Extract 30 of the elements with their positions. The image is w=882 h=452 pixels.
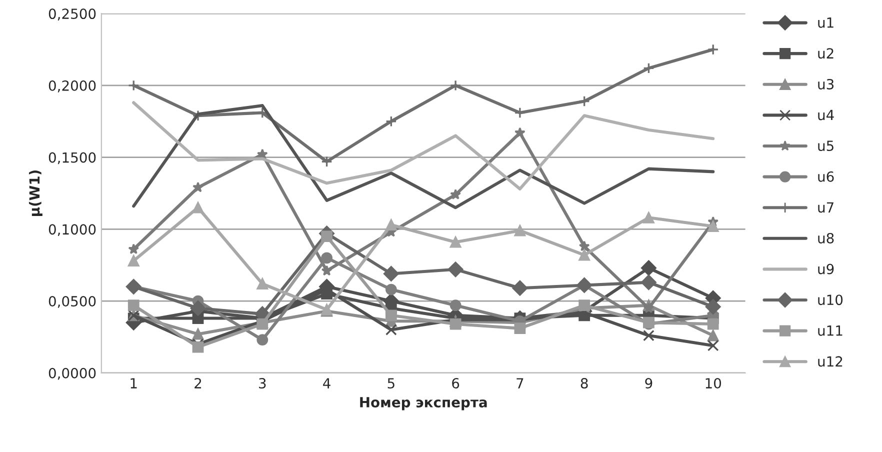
y-tick-label: 0,0000 [48,368,96,380]
legend-label: u7 [818,202,834,213]
y-tick-label: 0,2000 [48,80,96,92]
x-tick-label: 10 [706,378,722,389]
y-axis-title: μ(W1) [28,170,42,216]
x-tick-label: 8 [580,378,588,389]
legend-label: u4 [818,110,834,120]
x-tick-label: 5 [388,378,394,389]
y-tick-label: 0,2500 [48,8,96,20]
legend-label: u11 [818,326,842,336]
y-tick-label: 0,0500 [48,296,96,308]
x-tick-label: 1 [130,378,137,388]
x-axis-title: Номер эксперта [360,397,487,410]
x-tick-label: 2 [194,378,202,388]
x-tick-label: 4 [323,378,330,388]
legend-label: u9 [818,264,834,274]
legend-label: u1 [818,18,834,28]
legend-label: u12 [818,356,842,367]
x-tick-label: 3 [259,378,266,389]
y-tick-label: 0,1000 [48,224,96,236]
legend-label: u5 [818,140,834,152]
x-tick-label: 6 [452,378,460,389]
legend-label: u2 [818,48,834,59]
legend-label: u8 [818,232,834,244]
x-tick-label: 7 [516,378,524,388]
y-tick-label: 0,1500 [48,152,96,164]
legend-label: u6 [818,171,834,182]
legend-label: u3 [818,78,834,90]
legend-label: u10 [818,294,843,306]
x-tick-label: 9 [645,378,652,389]
